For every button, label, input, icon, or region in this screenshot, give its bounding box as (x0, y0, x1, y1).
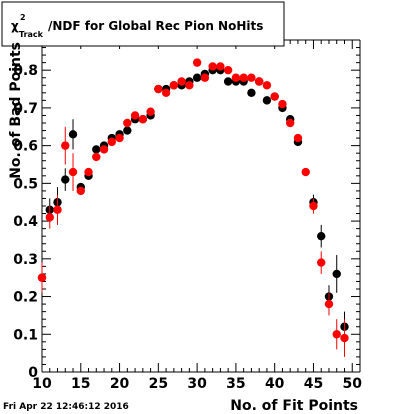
data-point (123, 126, 132, 135)
data-point (270, 92, 279, 101)
data-point (293, 133, 303, 143)
data-point (92, 145, 101, 154)
x-tick-label: 30 (187, 376, 207, 392)
data-point (99, 145, 109, 154)
data-point (68, 130, 78, 139)
data-point (216, 62, 225, 71)
y-tick-label: 0.7 (13, 101, 38, 117)
title-box-frame (1, 1, 285, 47)
data-point (61, 141, 70, 150)
data-point (45, 213, 54, 222)
y-tick-label: 0.4 (13, 214, 38, 230)
data-point (332, 330, 341, 339)
data-point (115, 133, 124, 143)
data-point (254, 77, 264, 86)
x-tick-label: 40 (265, 376, 285, 392)
y-tick-label: 0.6 (13, 139, 38, 155)
y-tick-label: 0 (28, 365, 38, 381)
data-point (247, 73, 256, 82)
x-tick-label: 35 (226, 376, 245, 392)
data-point (309, 201, 318, 211)
title-symbol: χ (11, 19, 19, 33)
y-axis-title: No. of Bad Points (8, 42, 24, 179)
data-point (37, 273, 47, 282)
data-point (285, 118, 295, 128)
y-tick-label: 0.3 (13, 252, 38, 268)
data-point (262, 96, 272, 105)
x-tick-label: 25 (149, 376, 168, 392)
x-tick-label: 45 (304, 376, 323, 392)
data-point (239, 73, 248, 82)
data-point (278, 99, 287, 109)
data-point (332, 269, 341, 279)
data-point (169, 81, 179, 90)
y-tick-label: 0.5 (13, 176, 38, 192)
y-tick-label: 0.2 (13, 290, 38, 306)
timestamp: Fri Apr 22 12:46:12 2016 (3, 402, 129, 412)
data-point (177, 77, 186, 86)
data-point (68, 167, 78, 177)
data-point (324, 299, 334, 309)
x-tick-label: 10 (32, 376, 52, 392)
data-point (301, 167, 310, 177)
data-point (223, 65, 233, 75)
data-point (262, 81, 272, 90)
data-point (154, 84, 163, 94)
x-axis-title: No. of Fit Points (230, 398, 358, 414)
data-points (37, 58, 349, 357)
data-point (340, 333, 349, 343)
data-point (247, 88, 256, 98)
data-point (231, 73, 241, 82)
title-box: χ 2 Track /NDF for Global Rec Pion NoHit… (1, 1, 285, 47)
data-point (146, 107, 155, 116)
data-point (317, 231, 326, 241)
y-tick-label: 0.8 (13, 63, 38, 79)
title-subscript: Track (19, 30, 44, 39)
data-point (107, 137, 117, 147)
data-point (61, 175, 70, 184)
data-point (200, 73, 210, 82)
x-tick-label: 20 (110, 376, 130, 392)
data-point (84, 167, 93, 177)
series-red (37, 58, 349, 357)
data-point (138, 115, 148, 124)
x-tick-label: 50 (343, 376, 363, 392)
data-point (192, 73, 202, 82)
data-point (192, 58, 202, 67)
title-superscript: 2 (20, 13, 26, 22)
data-point (130, 111, 140, 120)
data-point (53, 205, 62, 214)
data-point (317, 258, 326, 267)
data-point (185, 81, 194, 90)
data-point (223, 77, 233, 86)
data-point (123, 118, 132, 128)
series-black (37, 65, 349, 342)
chart-title: /NDF for Global Rec Pion NoHits (48, 19, 263, 33)
data-point (208, 62, 217, 71)
x-tick-label: 15 (71, 376, 90, 392)
y-tick-label: 0.1 (13, 327, 38, 343)
data-point (161, 88, 171, 98)
data-point (76, 186, 85, 196)
data-point (92, 152, 101, 162)
axis-ticks: 10 15 20 25 30 35 40 45 50 0 0.1 0.2 0.3 0.4 0.5 0.6 0.7… (13, 39, 363, 392)
